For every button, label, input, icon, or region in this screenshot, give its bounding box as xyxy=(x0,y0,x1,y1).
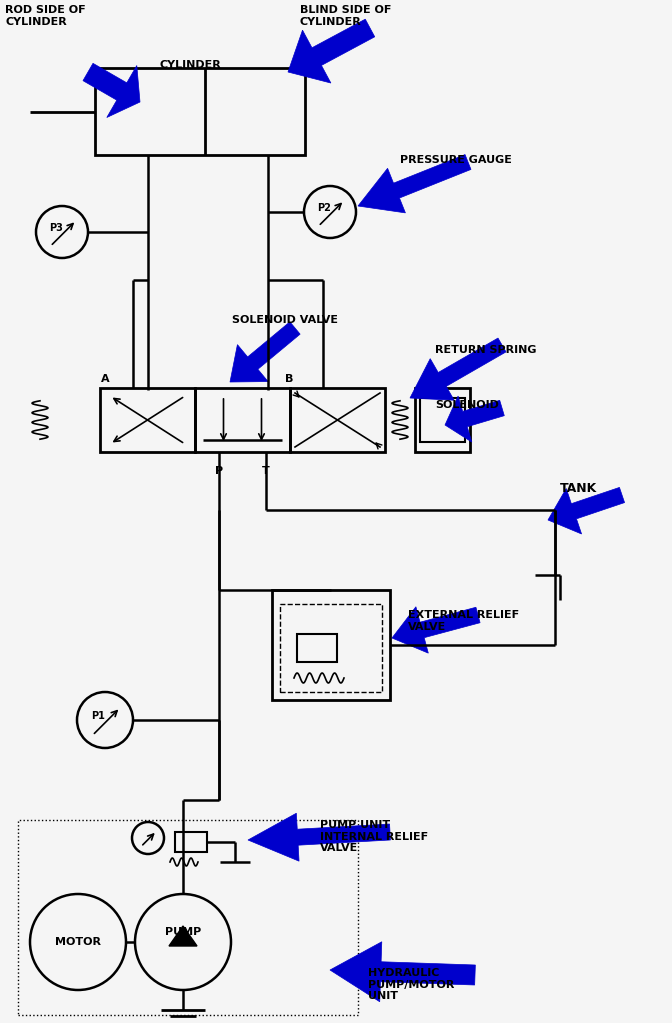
Bar xyxy=(290,388,385,452)
Text: A: A xyxy=(101,374,110,384)
Text: TANK: TANK xyxy=(560,482,597,495)
Text: P: P xyxy=(214,466,223,476)
Text: PRESSURE GAUGE: PRESSURE GAUGE xyxy=(400,155,512,165)
Text: ROD SIDE OF
CYLINDER: ROD SIDE OF CYLINDER xyxy=(5,5,85,27)
Polygon shape xyxy=(83,63,140,118)
Text: SOLENOID: SOLENOID xyxy=(435,400,499,410)
Text: BLIND SIDE OF
CYLINDER: BLIND SIDE OF CYLINDER xyxy=(300,5,391,27)
Polygon shape xyxy=(392,607,480,653)
Text: RETURN SPRING: RETURN SPRING xyxy=(435,345,536,355)
Polygon shape xyxy=(410,338,506,400)
Bar xyxy=(415,388,470,452)
Text: P1: P1 xyxy=(91,711,105,721)
Bar xyxy=(18,820,358,1015)
Bar xyxy=(297,634,337,662)
Bar xyxy=(272,590,390,700)
Polygon shape xyxy=(288,19,375,83)
Polygon shape xyxy=(230,322,300,382)
Text: MOTOR: MOTOR xyxy=(55,937,101,947)
Polygon shape xyxy=(330,942,475,1002)
Text: PUMP: PUMP xyxy=(165,927,201,937)
Polygon shape xyxy=(358,154,471,213)
Bar xyxy=(95,68,305,155)
Polygon shape xyxy=(169,926,197,946)
Text: EXTERNAL RELIEF
VALVE: EXTERNAL RELIEF VALVE xyxy=(408,610,519,631)
Polygon shape xyxy=(445,396,504,442)
Text: P3: P3 xyxy=(49,223,63,233)
Text: T: T xyxy=(262,466,270,476)
Polygon shape xyxy=(248,813,390,861)
Text: B: B xyxy=(286,374,294,384)
Bar xyxy=(175,832,207,852)
Polygon shape xyxy=(548,487,624,534)
Bar xyxy=(420,398,465,442)
Text: SOLENOID VALVE: SOLENOID VALVE xyxy=(232,315,338,325)
Text: HYDRAULIC
PUMP/MOTOR
UNIT: HYDRAULIC PUMP/MOTOR UNIT xyxy=(368,968,454,1002)
Bar xyxy=(195,388,290,452)
Text: PUMP UNIT
INTERNAL RELIEF
VALVE: PUMP UNIT INTERNAL RELIEF VALVE xyxy=(320,820,428,853)
Text: P2: P2 xyxy=(317,204,331,213)
Text: CYLINDER: CYLINDER xyxy=(159,60,221,70)
Bar xyxy=(280,604,382,692)
Bar xyxy=(100,388,195,452)
